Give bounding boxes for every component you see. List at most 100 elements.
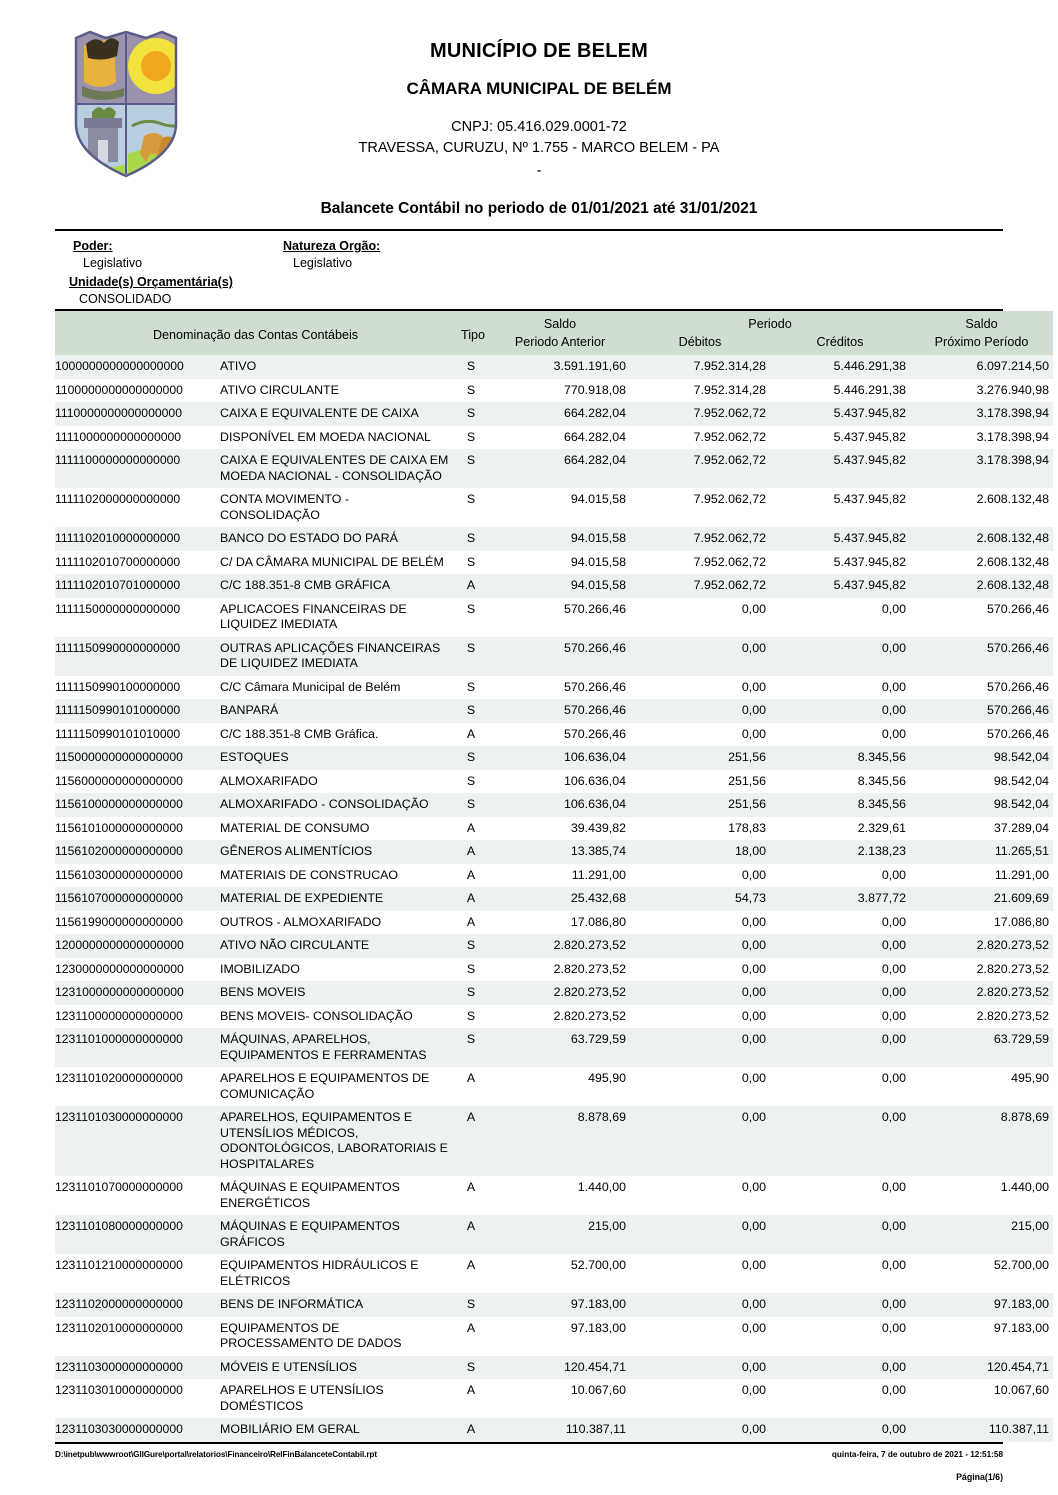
account-code: 1111102010701000000 [55,574,220,598]
account-name: C/C Câmara Municipal de Belém [220,675,456,699]
table-row: 1111100000000000000 CAIXA E EQUIVALENTES … [55,449,1054,488]
account-type: A [456,863,490,887]
account-name: MOBILIÁRIO EM GERAL [220,1418,456,1442]
account-name: APARELHOS E UTENSÍLIOS DOMÉSTICOS [220,1379,456,1418]
creditos-value: 8.345,56 [770,769,911,793]
saldo-proximo-periodo: 570.266,46 [910,675,1054,699]
saldo-periodo-anterior: 2.820.273,52 [490,1004,630,1028]
debitos-value: 0,00 [630,863,770,887]
debitos-value: 7.952.062,72 [630,527,770,551]
saldo-proximo-periodo: 21.609,69 [910,887,1054,911]
debitos-value: 0,00 [630,1254,770,1293]
table-row: 1231101020000000000 APARELHOS E EQUIPAMEN… [55,1067,1054,1106]
debitos-value: 0,00 [630,597,770,637]
debitos-value: 0,00 [630,981,770,1005]
table-row: 1231100000000000000 BENS MOVEIS- CONSOLID… [55,1004,1054,1028]
saldo-periodo-anterior: 13.385,74 [490,840,630,864]
debitos-value: 7.952.314,28 [630,378,770,402]
debitos-value: 7.952.062,72 [630,425,770,449]
debitos-value: 251,56 [630,793,770,817]
account-code: 1156102000000000000 [55,840,220,864]
debitos-value: 0,00 [630,1176,770,1215]
creditos-value: 5.437.945,82 [770,402,911,426]
saldo-proximo-periodo: 3.276.940,98 [910,378,1054,402]
saldo-proximo-periodo: 110.387,11 [910,1418,1054,1442]
table-row: 1156000000000000000 ALMOXARIFADO S 106.636,… [55,769,1054,793]
saldo-periodo-anterior: 106.636,04 [490,793,630,817]
table-row: 1231101070000000000 MÁQUINAS E EQUIPAMENT… [55,1176,1054,1215]
account-code: 1230000000000000000 [55,957,220,981]
saldo-periodo-anterior: 570.266,46 [490,597,630,637]
saldo-proximo-periodo: 570.266,46 [910,597,1054,637]
creditos-value: 0,00 [770,1379,911,1418]
creditos-value: 2.329,61 [770,816,911,840]
creditos-value: 5.437.945,82 [770,449,911,488]
account-type: S [456,425,490,449]
debitos-value: 0,00 [630,722,770,746]
col-header-saldo-anterior-line2: Periodo Anterior [490,333,630,355]
header-text-block: MUNICÍPIO DE BELEM CÂMARA MUNICIPAL DE B… [0,40,1058,218]
account-code: 1156199000000000000 [55,910,220,934]
account-code: 1150000000000000000 [55,746,220,770]
account-type: S [456,1293,490,1317]
account-type: A [456,1067,490,1106]
account-type: S [456,449,490,488]
debitos-value: 7.952.062,72 [630,449,770,488]
debitos-value: 7.952.062,72 [630,550,770,574]
creditos-value: 5.437.945,82 [770,550,911,574]
debitos-value: 0,00 [630,1316,770,1356]
saldo-proximo-periodo: 17.086,80 [910,910,1054,934]
creditos-value: 5.437.945,82 [770,425,911,449]
creditos-value: 0,00 [770,675,911,699]
saldo-periodo-anterior: 120.454,71 [490,1355,630,1379]
col-header-saldo-anterior-line1: Saldo [490,311,630,333]
account-name: APARELHOS E EQUIPAMENTOS DE COMUNICAÇÃO [220,1067,456,1106]
account-type: A [456,1215,490,1254]
table-row: 1111102010701000000 C/C 188.351-8 CMB GRÁ… [55,574,1054,598]
table-header: Denominação das Contas Contábeis Tipo Sa… [55,311,1054,355]
saldo-periodo-anterior: 25.432,68 [490,887,630,911]
account-code: 1231101000000000000 [55,1028,220,1067]
saldo-proximo-periodo: 2.608.132,48 [910,574,1054,598]
account-name: DISPONÍVEL EM MOEDA NACIONAL [220,425,456,449]
table-row: 1231103030000000000 MOBILIÁRIO EM GERAL A 1… [55,1418,1054,1442]
account-type: S [456,488,490,527]
saldo-periodo-anterior: 8.878,69 [490,1106,630,1176]
saldo-periodo-anterior: 570.266,46 [490,636,630,676]
account-code: 1110000000000000000 [55,402,220,426]
account-name: CONTA MOVIMENTO - CONSOLIDAÇÃO [220,488,456,527]
report-metadata: Poder: Legislativo Natureza Orgão: Legis… [55,231,1003,309]
account-type: S [456,981,490,1005]
meta-unidade-value: CONSOLIDADO [79,292,172,306]
account-name: IMOBILIZADO [220,957,456,981]
account-name: APARELHOS, EQUIPAMENTOS E UTENSÍLIOS MÉD… [220,1106,456,1176]
saldo-periodo-anterior: 97.183,00 [490,1316,630,1356]
account-name: BENS MOVEIS [220,981,456,1005]
creditos-value: 0,00 [770,957,911,981]
saldo-proximo-periodo: 2.608.132,48 [910,488,1054,527]
saldo-periodo-anterior: 94.015,58 [490,574,630,598]
account-code: 1111100000000000000 [55,449,220,488]
creditos-value: 0,00 [770,1176,911,1215]
saldo-proximo-periodo: 2.820.273,52 [910,981,1054,1005]
creditos-value: 0,00 [770,722,911,746]
saldo-periodo-anterior: 94.015,58 [490,550,630,574]
footer-generated-date: quinta-feira, 7 de outubro de 2021 - 12:… [831,1449,1003,1459]
account-name: C/C 188.351-8 CMB GRÁFICA [220,574,456,598]
table-row: 1156107000000000000 MATERIAL DE EXPEDIENT… [55,887,1054,911]
account-type: S [456,597,490,637]
account-name: MATERIAL DE EXPEDIENTE [220,887,456,911]
account-type: S [456,746,490,770]
account-name: ATIVO NÃO CIRCULANTE [220,934,456,958]
account-name: ALMOXARIFADO [220,769,456,793]
account-type: S [456,793,490,817]
creditos-value: 5.437.945,82 [770,527,911,551]
col-header-saldo-proximo-line2: Próximo Período [910,333,1054,355]
account-code: 1231103010000000000 [55,1379,220,1418]
account-name: MÁQUINAS E EQUIPAMENTOS GRÁFICOS [220,1215,456,1254]
table-row: 1231101080000000000 MÁQUINAS E EQUIPAMENT… [55,1215,1054,1254]
saldo-periodo-anterior: 770.918,08 [490,378,630,402]
account-code: 1231102000000000000 [55,1293,220,1317]
table-row: 1231101000000000000 MÁQUINAS, APARELHOS, … [55,1028,1054,1067]
